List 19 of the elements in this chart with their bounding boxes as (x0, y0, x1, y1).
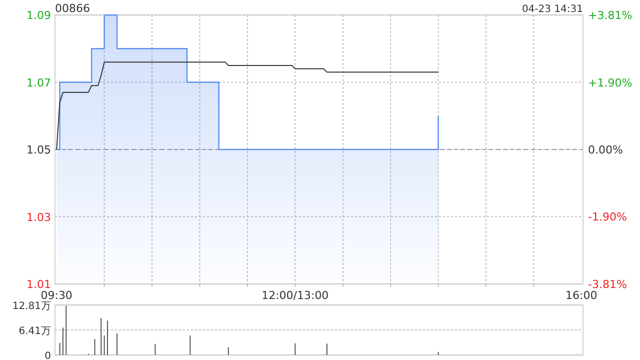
y-tick-label: 1.05 (26, 144, 51, 156)
x-tick-label: 09:30 (40, 289, 72, 302)
y2-tick-label: 0.00% (588, 144, 623, 156)
y-tick-label: 1.09 (26, 9, 51, 22)
y-tick-label: 1.01 (26, 278, 51, 291)
y2-tick-label: -3.81% (588, 278, 627, 291)
annotation: 04-23 14:31 (522, 4, 583, 15)
y-tick-label: 12.81万 (12, 301, 51, 312)
y2-tick-label: +3.81% (588, 9, 632, 22)
chart-title: 00866 (55, 2, 90, 15)
y-tick-label: 6.41万 (18, 326, 51, 337)
y-tick-label: 1.03 (26, 210, 51, 224)
x-tick-label: 16:00 (566, 289, 598, 302)
y2-tick-label: +1.90% (588, 76, 632, 90)
line-series (56, 62, 439, 150)
x-tick-label: 12:00/13:00 (262, 289, 329, 302)
y2-tick-label: -1.90% (588, 210, 627, 224)
y-tick-label: 1.07 (26, 76, 51, 90)
y-tick-label: 0 (44, 351, 51, 360)
